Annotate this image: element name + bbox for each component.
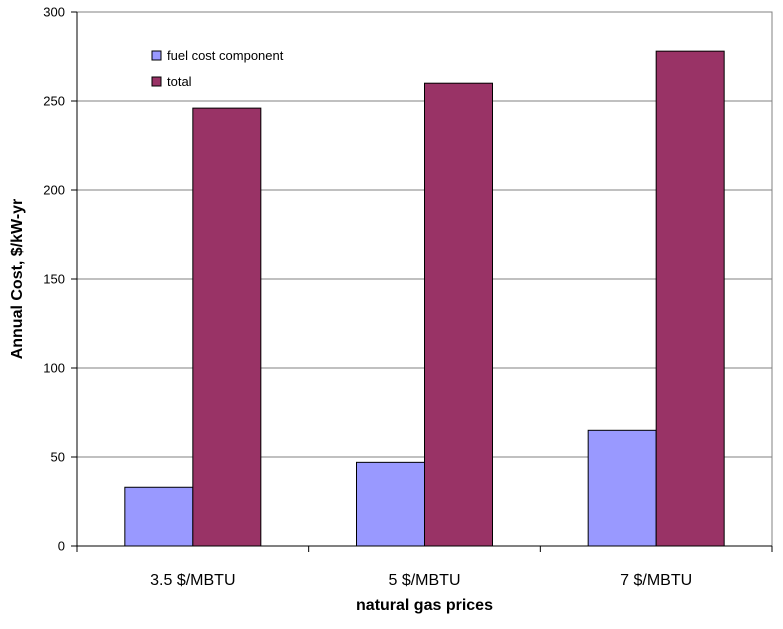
x-tick-label: 7 $/MBTU <box>620 572 692 589</box>
bar-fuel-cost-component-0 <box>124 486 194 547</box>
y-tick-label: 50 <box>51 450 65 465</box>
x-tick-label: 3.5 $/MBTU <box>150 572 235 589</box>
bar-total-1 <box>424 82 493 547</box>
y-tick-label: 300 <box>43 5 65 20</box>
tick-labels: 0 50 100 150 200 250 300 3.5 $/MBTU 5 $/MBTU 7 $/… <box>43 5 692 590</box>
y-axis-title: Annual Cost, $/kW-yr <box>9 199 26 360</box>
bar-total-0 <box>192 107 262 547</box>
x-tick-label: 5 $/MBTU <box>388 572 460 589</box>
legend-label: fuel cost component <box>167 48 284 63</box>
y-tick-label: 250 <box>43 94 65 109</box>
legend: fuel cost component total <box>146 43 324 95</box>
legend-swatch <box>151 76 162 87</box>
legend-box <box>146 43 324 95</box>
bar-total-2 <box>655 50 725 547</box>
y-tick-label: 100 <box>43 361 65 376</box>
y-tick-label: 150 <box>43 272 65 287</box>
y-tick-label: 200 <box>43 183 65 198</box>
bars <box>124 50 725 547</box>
x-axis-title: natural gas prices <box>356 597 493 614</box>
y-tick-label: 0 <box>58 539 65 554</box>
legend-swatch <box>151 50 162 61</box>
bar-fuel-cost-component-2 <box>587 429 657 547</box>
legend-label: total <box>167 74 192 89</box>
bar-fuel-cost-component-1 <box>356 461 425 547</box>
axes <box>71 11 773 552</box>
